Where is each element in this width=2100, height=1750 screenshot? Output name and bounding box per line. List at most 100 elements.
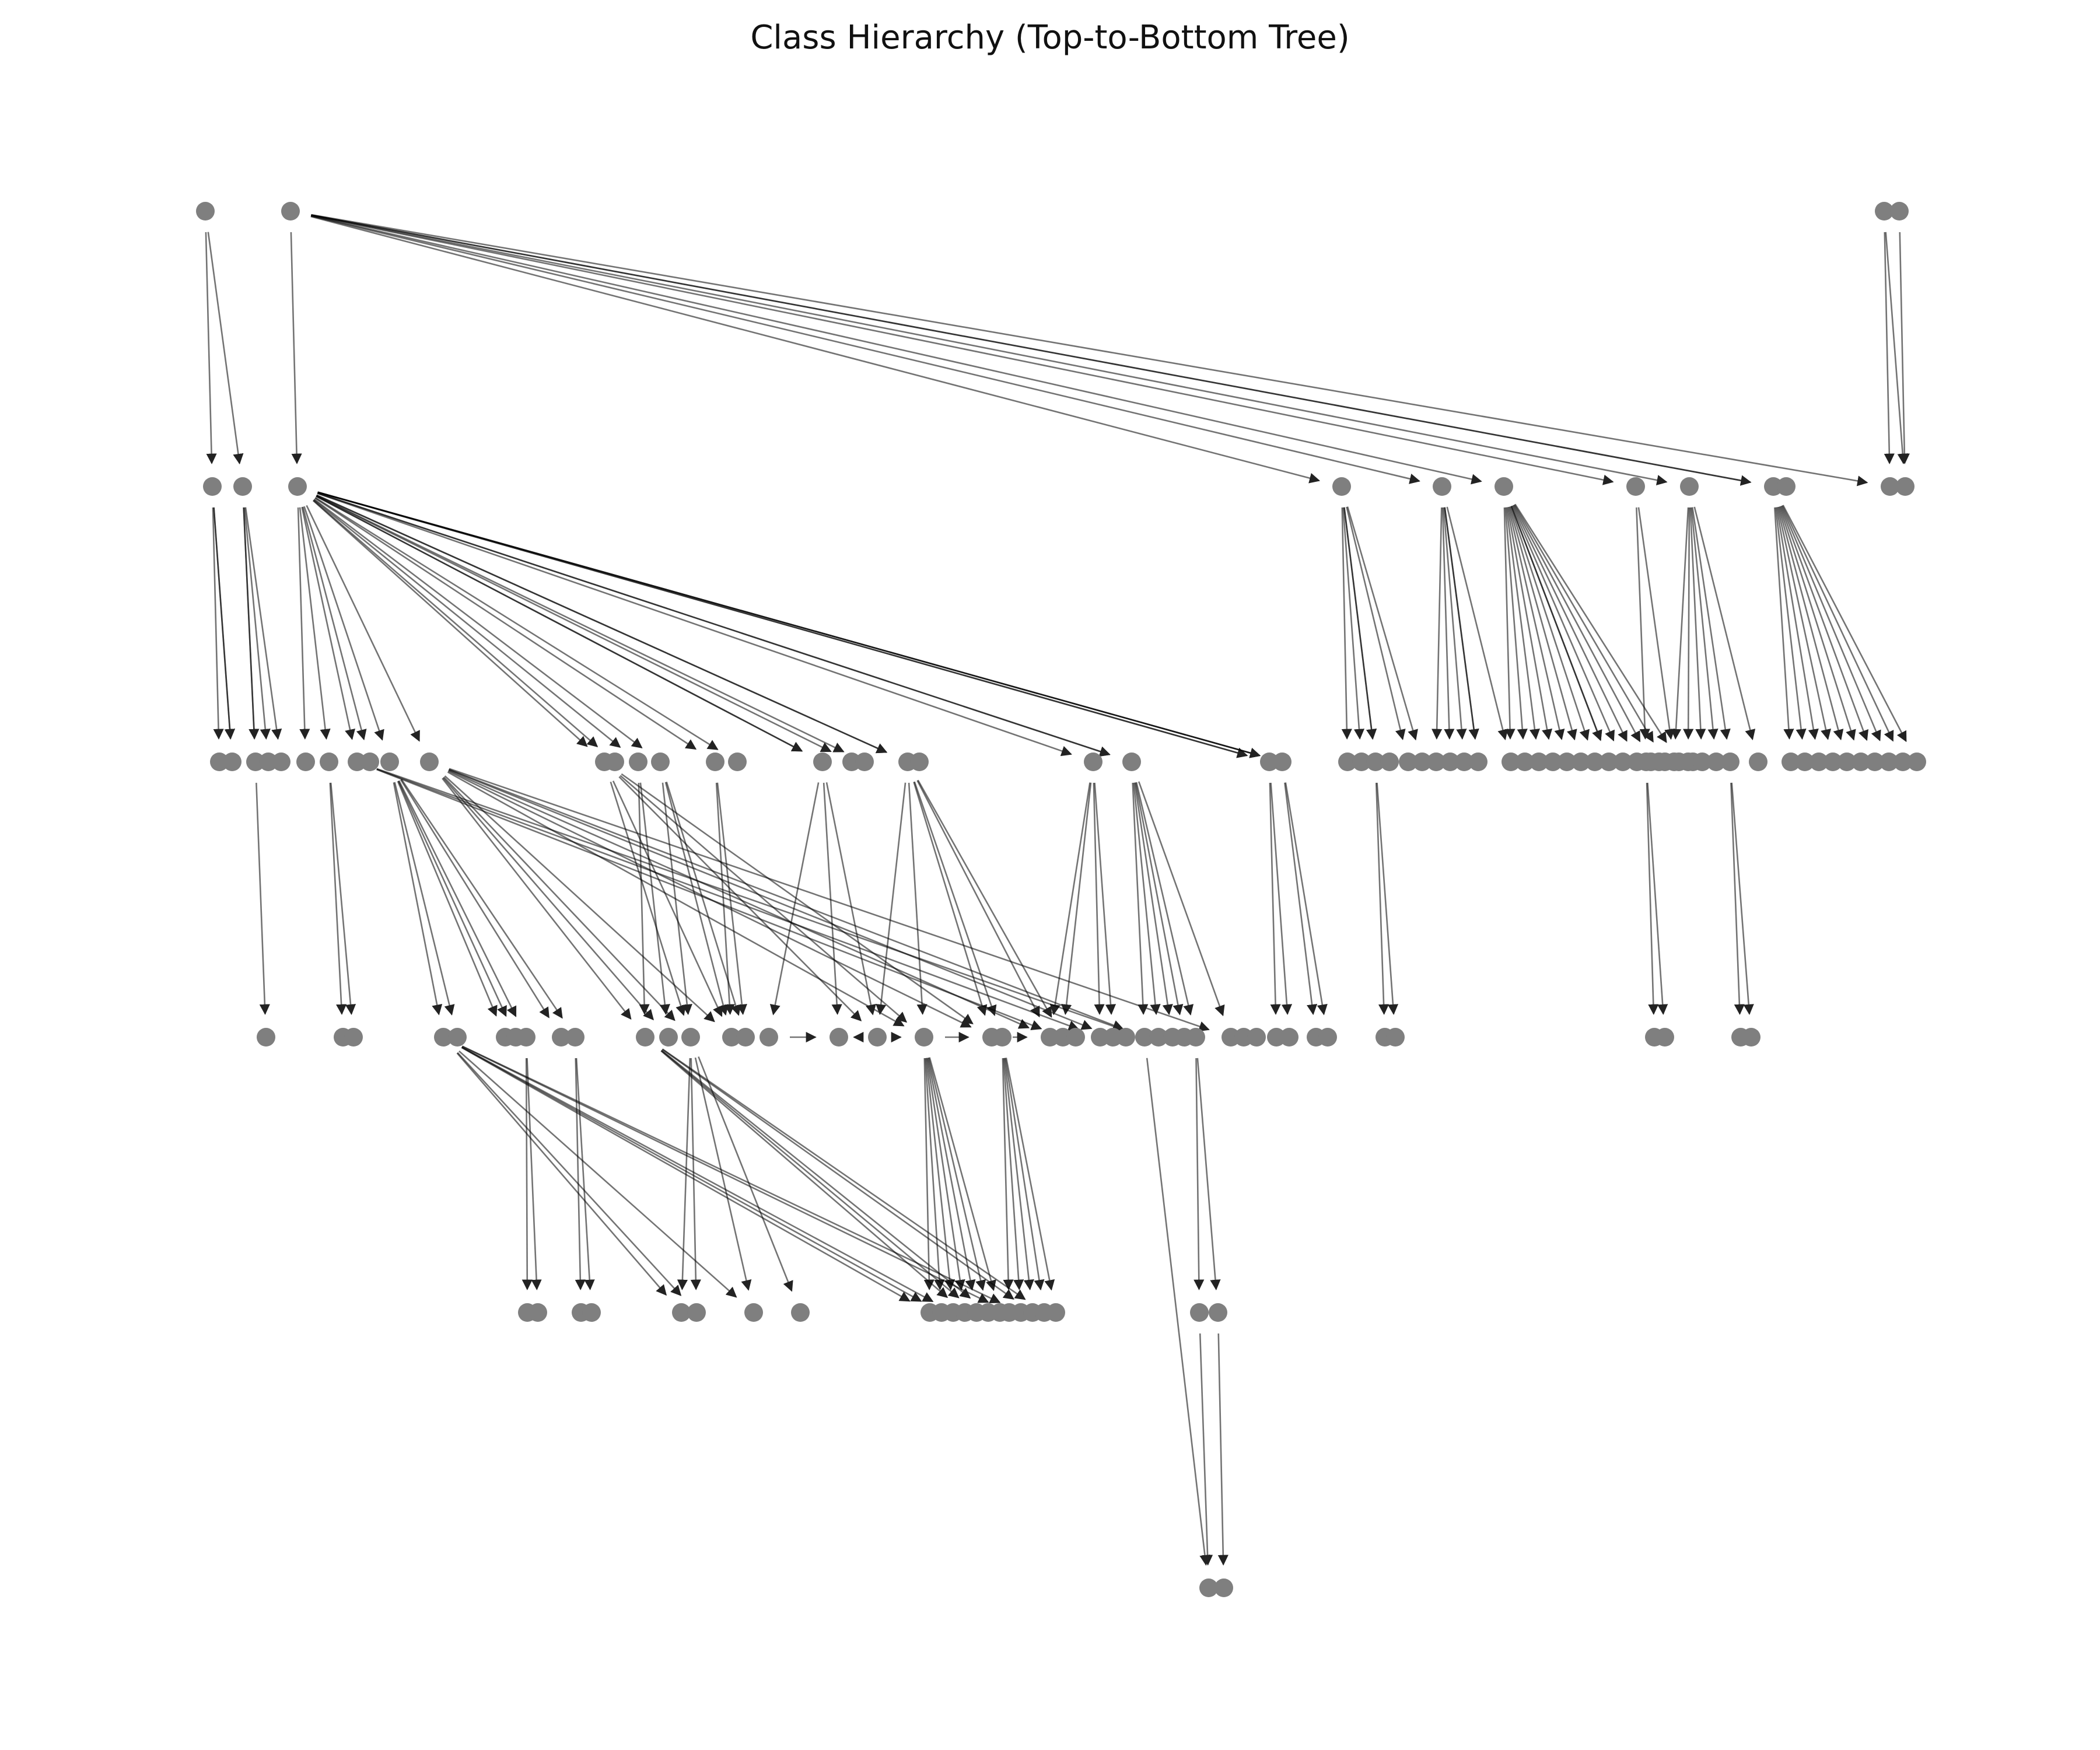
hierarchy-edge: [1446, 506, 1508, 740]
class-node: [246, 752, 265, 771]
class-node: [1214, 1578, 1233, 1597]
class-node: [651, 752, 670, 771]
hierarchy-edge: [401, 779, 563, 1019]
hierarchy-edge: [310, 215, 1482, 485]
hierarchy-edge: [1683, 507, 1694, 740]
hierarchy-edge: [310, 215, 1420, 484]
class-node: [1852, 752, 1870, 771]
hierarchy-edge: [620, 775, 908, 1023]
class-node: [1764, 477, 1783, 496]
class-node: [1046, 1303, 1065, 1322]
class-node: [1427, 752, 1446, 771]
hierarchy-edge: [1133, 782, 1173, 1016]
diagram-title: Class Hierarchy (Top-to-Bottom Tree): [750, 19, 1350, 57]
hierarchy-edge: [1511, 505, 1615, 741]
hierarchy-edge: [461, 1046, 934, 1303]
hierarchy-edge: [316, 495, 832, 752]
class-node: [420, 752, 439, 771]
hierarchy-edge: [393, 782, 443, 1016]
hierarchy-edge: [244, 507, 271, 740]
hierarchy-edge: [313, 498, 643, 748]
hierarchy-edge: [1636, 507, 1650, 740]
hierarchy-edge: [449, 768, 1210, 1032]
class-node: [728, 752, 747, 771]
hierarchy-edge: [927, 1058, 976, 1291]
class-node: [1530, 752, 1548, 771]
hierarchy-edge: [442, 778, 632, 1020]
hierarchy-edge: [243, 507, 260, 740]
hierarchy-edge: [1217, 1333, 1228, 1566]
hierarchy-edge: [205, 232, 217, 464]
hierarchy-edge: [1774, 507, 1807, 740]
hierarchy-edge: [312, 500, 588, 747]
class-node: [223, 752, 242, 771]
hierarchy-edge: [1376, 782, 1399, 1015]
hierarchy-edge: [1093, 782, 1105, 1015]
class-node: [1749, 752, 1768, 771]
hierarchy-edge: [662, 782, 692, 1016]
hierarchy-edge: [444, 775, 715, 1023]
hierarchy-edge: [1731, 782, 1754, 1015]
hierarchy-edge: [398, 780, 517, 1017]
class-node: [1455, 752, 1474, 771]
hierarchy-edge: [1005, 1058, 1045, 1291]
hierarchy-edge: [1780, 506, 1869, 741]
hierarchy-edge: [1646, 782, 1659, 1015]
hierarchy-edge: [311, 214, 1614, 485]
class-node: [1626, 477, 1645, 496]
hierarchy-edge: [822, 782, 842, 1015]
class-node: [344, 1028, 363, 1046]
hierarchy-edge: [914, 781, 997, 1016]
hierarchy-edge: [461, 1046, 922, 1302]
class-node: [1782, 752, 1800, 771]
class-node: [1091, 1028, 1110, 1046]
hierarchy-edge: [1504, 507, 1528, 740]
hierarchy-edge: [575, 1058, 586, 1290]
hierarchy-edge: [1284, 782, 1318, 1016]
hierarchy-edge: [929, 1057, 996, 1292]
class-node: [1614, 752, 1632, 771]
hierarchy-edge: [1133, 782, 1161, 1016]
class-node: [1680, 477, 1699, 496]
hierarchy-edge: [1346, 506, 1406, 740]
class-node: [582, 1303, 601, 1322]
hierarchy-edge: [397, 780, 498, 1017]
hierarchy-edge: [1132, 782, 1149, 1015]
hierarchy-edge: [1782, 505, 1907, 743]
hierarchy-edge: [917, 779, 1052, 1018]
hierarchy-edge: [1691, 507, 1731, 740]
hierarchy-edge: [618, 776, 862, 1021]
hierarchy-edge: [394, 782, 455, 1016]
hierarchy-edge: [1512, 505, 1628, 742]
class-node: [552, 1028, 570, 1046]
class-node: [1280, 1028, 1298, 1046]
hierarchy-edge: [302, 506, 367, 741]
hierarchy-edge: [397, 780, 507, 1017]
class-node: [855, 752, 874, 771]
hierarchy-edge: [1199, 1333, 1213, 1566]
class-node: [196, 202, 215, 220]
hierarchy-edge: [638, 782, 650, 1015]
hierarchy-edge: [1342, 507, 1365, 740]
hierarchy-edge: [1341, 507, 1352, 740]
hierarchy-edge: [716, 782, 747, 1016]
class-node: [1586, 752, 1604, 771]
class-node: [791, 1303, 810, 1322]
class-node: [296, 752, 315, 771]
class-node: [681, 1028, 700, 1046]
hierarchy-edge: [662, 1048, 1014, 1300]
hierarchy-edge: [660, 1050, 949, 1298]
class-node: [1544, 752, 1562, 771]
hierarchy-edge: [461, 1045, 989, 1303]
hierarchy-edge: [1003, 1058, 1024, 1290]
hierarchy-edge: [1196, 1058, 1221, 1290]
hierarchy-edge: [1780, 505, 1881, 741]
hierarchy-edge: [311, 214, 1668, 486]
hierarchy-edge: [1782, 505, 1894, 742]
class-node: [1707, 752, 1726, 771]
class-node: [380, 752, 399, 771]
hierarchy-edge: [316, 494, 888, 754]
hierarchy-edge: [1513, 505, 1641, 743]
hierarchy-edge: [457, 1052, 682, 1296]
